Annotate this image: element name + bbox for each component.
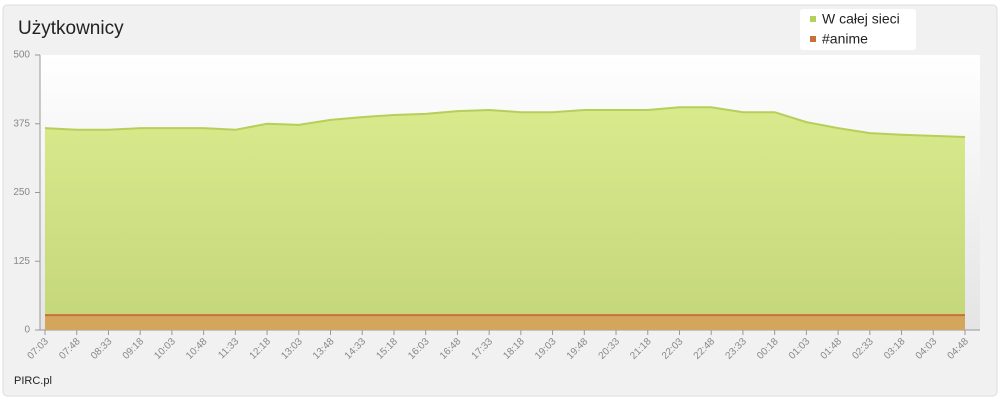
y-tick-label: 375 [13,118,30,129]
area [45,107,965,330]
line [44,106,966,138]
legend-swatch [810,36,816,42]
legend-swatch [810,16,816,22]
y-tick-label: 500 [13,50,30,61]
y-tick-label: 250 [13,187,30,198]
y-tick-label: 125 [13,256,30,267]
area [45,315,965,330]
footer: PIRC.pl [14,375,52,387]
legend-label: #anime [822,31,868,47]
legend-label: W całej sieci [822,11,900,27]
legend [800,9,916,50]
chart-title: Użytkownicy [18,18,124,39]
y-tick-label: 0 [24,325,30,336]
